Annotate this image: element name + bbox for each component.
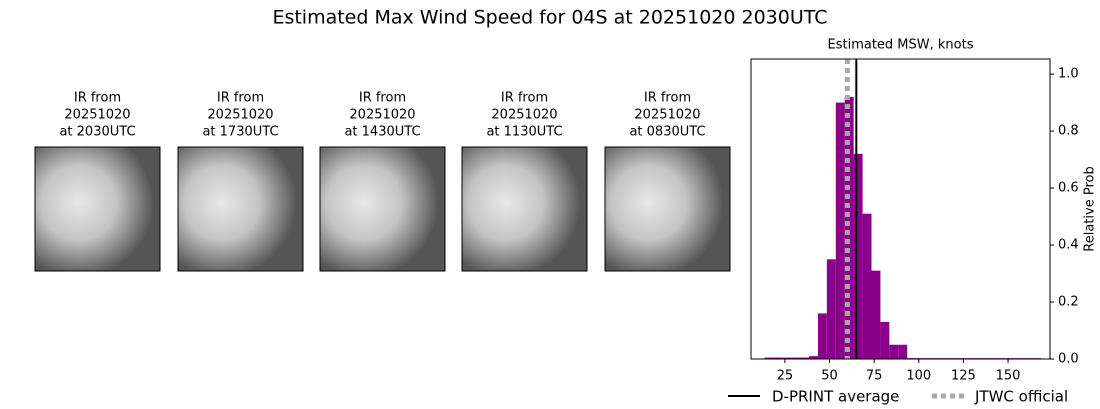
histogram-bar	[782, 357, 792, 359]
x-tick-label: 125	[951, 369, 976, 384]
panel-title: at 1130UTC	[486, 125, 562, 140]
histogram-bar	[844, 96, 854, 360]
x-tick-label: 75	[866, 369, 883, 384]
y-tick-label: 0.6	[1058, 181, 1079, 196]
histogram-bar	[764, 357, 774, 359]
panel-title: at 1430UTC	[344, 125, 420, 140]
panel-title: 20251020	[491, 108, 557, 123]
histogram-bar	[817, 313, 827, 359]
panel-title: IR from	[501, 91, 548, 106]
figure-title: Estimated Max Wind Speed for 04S at 2025…	[272, 7, 827, 29]
panel-title: IR from	[217, 91, 264, 106]
axes-frame	[750, 58, 1051, 360]
y-tick-label: 1.0	[1058, 67, 1079, 82]
x-tick-label: 25	[777, 369, 794, 384]
histogram-bar	[791, 357, 801, 359]
ir-image	[34, 146, 161, 272]
histogram-bar	[809, 356, 818, 359]
ir-image	[461, 146, 588, 272]
histogram-bar	[853, 153, 863, 359]
panel-title: IR from	[359, 91, 406, 106]
y-tick-label: 0.2	[1058, 295, 1079, 310]
y-tick-label: 0.4	[1058, 238, 1079, 253]
histogram-bar	[800, 357, 810, 359]
x-tick-label: 100	[906, 369, 931, 384]
histogram-bar	[880, 321, 890, 359]
ir-image	[604, 146, 731, 272]
histogram-bar	[773, 357, 783, 359]
panel-title: 20251020	[64, 108, 130, 123]
y-tick-label: 0.0	[1058, 352, 1079, 367]
panel-title: at 0830UTC	[629, 125, 705, 140]
legend-label: JTWC official	[974, 388, 1068, 406]
histogram-bar	[826, 259, 836, 359]
panel-title: at 1730UTC	[202, 125, 278, 140]
y-axis-label: Relative Prob	[1083, 166, 1098, 251]
histogram-bar	[835, 102, 845, 359]
panel-title: IR from	[644, 91, 691, 106]
axes-title: Estimated MSW, knots	[828, 38, 974, 53]
panel-title: 20251020	[207, 108, 273, 123]
ir-image	[319, 146, 446, 272]
histogram-bar	[898, 344, 908, 359]
panel-title: IR from	[74, 91, 121, 106]
histogram-bar	[871, 270, 881, 359]
panel-title: at 2030UTC	[59, 125, 135, 140]
histogram-bar	[889, 344, 899, 359]
ir-image	[177, 146, 304, 272]
histogram-bar	[862, 213, 872, 359]
x-tick-label: 50	[821, 369, 838, 384]
x-tick-label: 150	[996, 369, 1021, 384]
y-tick-label: 0.8	[1058, 124, 1079, 139]
panel-title: 20251020	[349, 108, 415, 123]
panel-title: 20251020	[634, 108, 700, 123]
legend-label: D-PRINT average	[772, 388, 899, 406]
